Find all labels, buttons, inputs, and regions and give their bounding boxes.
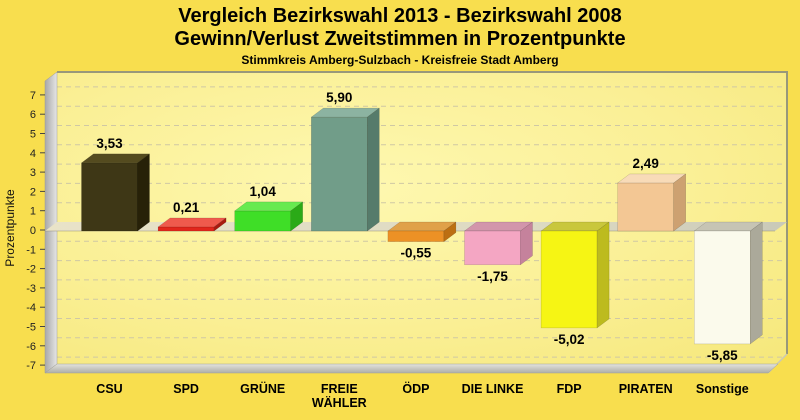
bar-fdp: -5,02 bbox=[540, 221, 610, 347]
y-axis-title: Prozentpunkte bbox=[3, 189, 17, 267]
bar-side-face bbox=[596, 221, 610, 329]
y-tick-label: 0 bbox=[30, 225, 36, 237]
y-tick-label: -4 bbox=[26, 302, 36, 314]
y-tick-label: 5 bbox=[30, 129, 36, 141]
bar-side-face bbox=[137, 153, 150, 232]
bar-side-face bbox=[367, 107, 380, 232]
chart-title-line1: Vergleich Bezirkswahl 2013 - Bezirkswahl… bbox=[178, 5, 622, 27]
value-label: 3,53 bbox=[96, 136, 123, 151]
bar-front-face bbox=[157, 226, 215, 232]
value-label: -5,02 bbox=[554, 332, 585, 347]
value-label: -0,55 bbox=[401, 246, 432, 261]
bar-front-face bbox=[311, 116, 368, 232]
bar-front-face bbox=[694, 230, 751, 345]
chart-header: Vergleich Bezirkswahl 2013 - Bezirkswahl… bbox=[0, 5, 800, 68]
x-axis-label: PIRATEN bbox=[619, 382, 673, 396]
y-tick-label: 1 bbox=[30, 206, 36, 218]
bar-side-face bbox=[750, 221, 763, 345]
value-label: 0,21 bbox=[173, 200, 200, 215]
y-tick-label: 4 bbox=[30, 148, 36, 160]
chart-title-line2: Gewinn/Verlust Zweitstimmen in Prozentpu… bbox=[174, 28, 626, 50]
bar-csu: 3,53 bbox=[80, 136, 151, 232]
x-axis-label: Sonstige bbox=[696, 382, 749, 396]
y-tick-label: -3 bbox=[26, 283, 36, 295]
x-axis-label: GRÜNE bbox=[240, 381, 285, 396]
y-tick-label: -5 bbox=[26, 322, 36, 334]
bar-front-face bbox=[617, 182, 674, 232]
y-tick-label: -2 bbox=[26, 264, 36, 276]
axis-wall-left bbox=[44, 71, 58, 374]
y-tick-label: 3 bbox=[30, 167, 36, 179]
y-tick-label: -7 bbox=[26, 360, 36, 372]
x-axis-label: CSU bbox=[96, 382, 122, 396]
x-axis-label: FDP bbox=[557, 382, 582, 396]
bar-freie-wähler: 5,90 bbox=[310, 90, 381, 232]
value-label: 5,90 bbox=[326, 90, 352, 105]
axis-floor bbox=[44, 363, 779, 374]
bar-front-face bbox=[234, 210, 291, 232]
bar-side-face bbox=[443, 221, 457, 243]
value-label: 1,04 bbox=[250, 184, 277, 199]
bar-grüne: 1,04 bbox=[233, 184, 304, 232]
bar-front-face bbox=[81, 162, 138, 232]
y-tick-label: -6 bbox=[26, 341, 36, 353]
plot-area: -7 -6 -5 -4 -3 -2 -1 0 1 2 3 4 5 6 7 3,53 0,21 1,04 5,90 -0… bbox=[26, 71, 788, 410]
bar-side-face bbox=[520, 221, 533, 266]
x-axis-label: ÖDP bbox=[402, 381, 429, 396]
value-label: -1,75 bbox=[477, 269, 508, 284]
x-axis-label: SPD bbox=[173, 382, 199, 396]
x-axis-label: WÄHLER bbox=[312, 395, 367, 410]
bar-piraten: 2,49 bbox=[616, 156, 687, 232]
y-tick-label: 7 bbox=[30, 90, 36, 102]
bar-side-face bbox=[213, 217, 227, 232]
y-tick-label: 6 bbox=[30, 109, 36, 121]
bar-front-face bbox=[464, 230, 521, 266]
bar-die-linke: -1,75 bbox=[463, 221, 534, 284]
x-axis-label: DIE LINKE bbox=[462, 382, 524, 396]
bar-front-face bbox=[387, 230, 445, 242]
bar-side-face bbox=[290, 201, 303, 232]
value-label: 2,49 bbox=[633, 156, 659, 171]
value-label: -5,85 bbox=[707, 348, 738, 363]
panel-border bbox=[57, 71, 788, 354]
bar-spd: 0,21 bbox=[157, 200, 227, 232]
chart-subtitle: Stimmkreis Amberg-Sulzbach - Kreisfreie … bbox=[241, 53, 559, 67]
bar-ödp: -0,55 bbox=[387, 221, 457, 261]
bar-sonstige: -5,85 bbox=[693, 221, 764, 363]
bar-front-face bbox=[540, 230, 598, 329]
x-axis-label: FREIE bbox=[321, 382, 358, 396]
bar-side-face bbox=[673, 173, 686, 232]
y-tick-label: 2 bbox=[30, 186, 36, 198]
y-axis-ticks: -7 -6 -5 -4 -3 -2 -1 0 1 2 3 4 5 6 7 bbox=[26, 90, 45, 372]
y-tick-label: -1 bbox=[26, 244, 36, 256]
